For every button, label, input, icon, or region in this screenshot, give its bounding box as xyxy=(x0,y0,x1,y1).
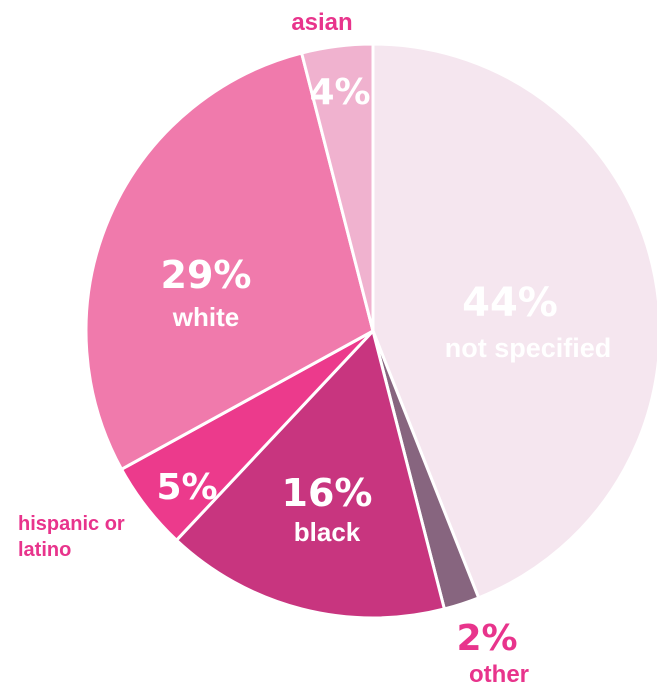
slice-category-label-hispanic-or-latino: hispanic or latino xyxy=(18,513,130,561)
pie-slice-not-specified xyxy=(371,42,657,600)
pie-slice-asian xyxy=(300,42,375,333)
slice-value-label-not-specified: 44% xyxy=(462,280,558,326)
pie-slice-white xyxy=(84,51,375,471)
slice-category-label-not-specified: not specified xyxy=(445,333,612,363)
pie-labels: 44% not specified 2% other 16% black 5% … xyxy=(18,9,611,685)
slice-value-label-asian: 4% xyxy=(309,72,370,113)
slice-category-label-black: black xyxy=(294,517,361,547)
slice-value-label-hispanic-or-latino: 5% xyxy=(156,467,217,508)
slice-category-label-other: other xyxy=(469,661,529,685)
slice-value-label-other: 2% xyxy=(456,618,517,659)
pie-slice-black xyxy=(175,329,446,620)
pie-slices xyxy=(84,42,657,620)
slice-category-label-white: white xyxy=(172,302,239,332)
slice-value-label-black: 16% xyxy=(282,471,373,515)
slice-category-label-asian: asian xyxy=(291,9,352,36)
slice-value-label-white: 29% xyxy=(161,253,252,297)
